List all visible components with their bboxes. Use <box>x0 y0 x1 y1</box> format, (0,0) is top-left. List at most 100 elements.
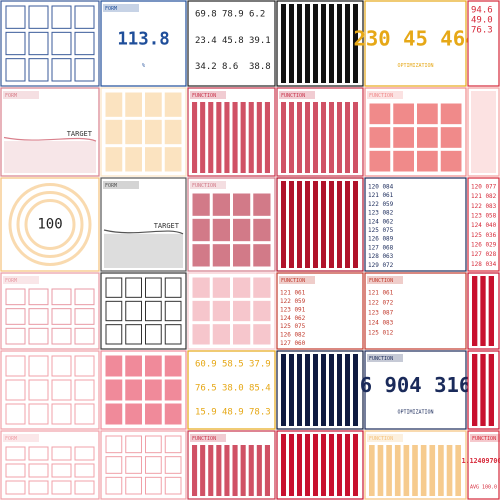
bar <box>216 445 222 496</box>
cell <box>28 379 49 401</box>
list-item: 126 089 <box>368 236 394 243</box>
tile <box>276 177 364 272</box>
bar <box>472 276 478 346</box>
list-item: 123 082 <box>368 210 394 217</box>
bar <box>200 102 206 173</box>
cell <box>212 193 230 216</box>
cell <box>28 446 49 461</box>
cell <box>164 476 182 495</box>
tile-label: FORM <box>105 6 117 12</box>
list-item: 126 029 <box>471 242 497 249</box>
ring-value: 100 <box>37 217 62 233</box>
cell <box>212 244 230 267</box>
tile-bg <box>187 0 276 87</box>
bar <box>321 354 326 426</box>
tile: 60.9 58.5 37.9 76.5 38.0 85.4 15.9 48.9 78.3 <box>187 350 276 430</box>
cell <box>125 476 142 495</box>
stat-text: 113.8 <box>117 30 169 50</box>
tile <box>0 0 100 87</box>
bar <box>353 181 358 268</box>
list-item: 127 068 <box>368 244 394 251</box>
cell <box>417 150 438 172</box>
bar <box>281 354 286 426</box>
bar <box>289 4 294 83</box>
tile-label-bg <box>3 91 39 99</box>
bar <box>224 102 230 173</box>
bar <box>305 354 310 426</box>
list-item: 120 084 <box>368 184 394 191</box>
bar <box>256 102 262 173</box>
cell <box>164 355 182 377</box>
stat-text: AVG 100.0 <box>470 485 497 491</box>
bar <box>192 102 198 173</box>
cell <box>192 300 210 322</box>
tile-bg <box>276 272 364 350</box>
cell <box>145 355 162 377</box>
list-item: 122 059 <box>368 201 394 208</box>
tile <box>100 430 187 500</box>
bar <box>337 102 342 173</box>
tile <box>100 350 187 430</box>
bar <box>321 434 326 496</box>
cell <box>253 277 271 298</box>
list-item: 125 075 <box>280 323 306 330</box>
cell <box>5 355 26 377</box>
tile: 94.649.076.3 <box>467 0 500 87</box>
list-item: 123 058 <box>471 213 497 220</box>
stat-text: 230 45 464 <box>354 27 478 51</box>
cell <box>145 92 162 117</box>
cell <box>369 150 391 172</box>
cell <box>192 218 210 242</box>
bar <box>337 434 342 496</box>
tile: FUNCTION <box>364 87 467 177</box>
number: 45.8 <box>222 36 244 46</box>
cell <box>74 327 95 345</box>
cell <box>5 327 26 345</box>
cell <box>145 435 162 454</box>
list-item: 123 087 <box>368 310 394 317</box>
bar <box>329 102 334 173</box>
bar <box>394 445 401 496</box>
cell <box>51 403 72 425</box>
tile-label-bg <box>279 276 315 284</box>
cell <box>125 324 142 345</box>
cell <box>51 288 72 306</box>
ring <box>8 183 92 266</box>
tile: FUNCTION 1.124097008 AVG 100.0 <box>462 430 500 500</box>
tile-bg <box>467 430 500 500</box>
cell <box>192 193 210 216</box>
tile-label-bg <box>190 181 226 189</box>
cell <box>51 355 72 377</box>
number: 34.2 <box>195 62 217 72</box>
bar <box>281 181 286 268</box>
number: 85.4 <box>249 384 271 394</box>
tile-label-bg <box>367 91 403 99</box>
tile-label: FUNCTION <box>472 436 496 442</box>
cell <box>74 288 95 306</box>
bar <box>297 181 302 268</box>
cell <box>125 435 142 454</box>
bar <box>329 354 334 426</box>
number: 38.8 <box>249 62 271 72</box>
bar <box>289 434 294 496</box>
cell <box>5 308 26 325</box>
tile <box>467 350 500 430</box>
ring <box>16 191 84 258</box>
bar <box>337 181 342 268</box>
list-item: 128 034 <box>471 261 497 268</box>
cell <box>253 244 271 267</box>
bar <box>386 445 392 496</box>
cell <box>393 150 414 172</box>
bar <box>438 445 444 496</box>
tile: 100 <box>0 177 100 272</box>
bar <box>297 354 302 426</box>
list-item: 124 040 <box>471 222 497 229</box>
cell <box>125 119 142 145</box>
bar <box>313 434 318 496</box>
cell <box>74 355 95 377</box>
tile-label: FUNCTION <box>192 183 216 189</box>
cell <box>28 31 49 56</box>
cell <box>145 456 162 474</box>
cell <box>440 103 462 125</box>
